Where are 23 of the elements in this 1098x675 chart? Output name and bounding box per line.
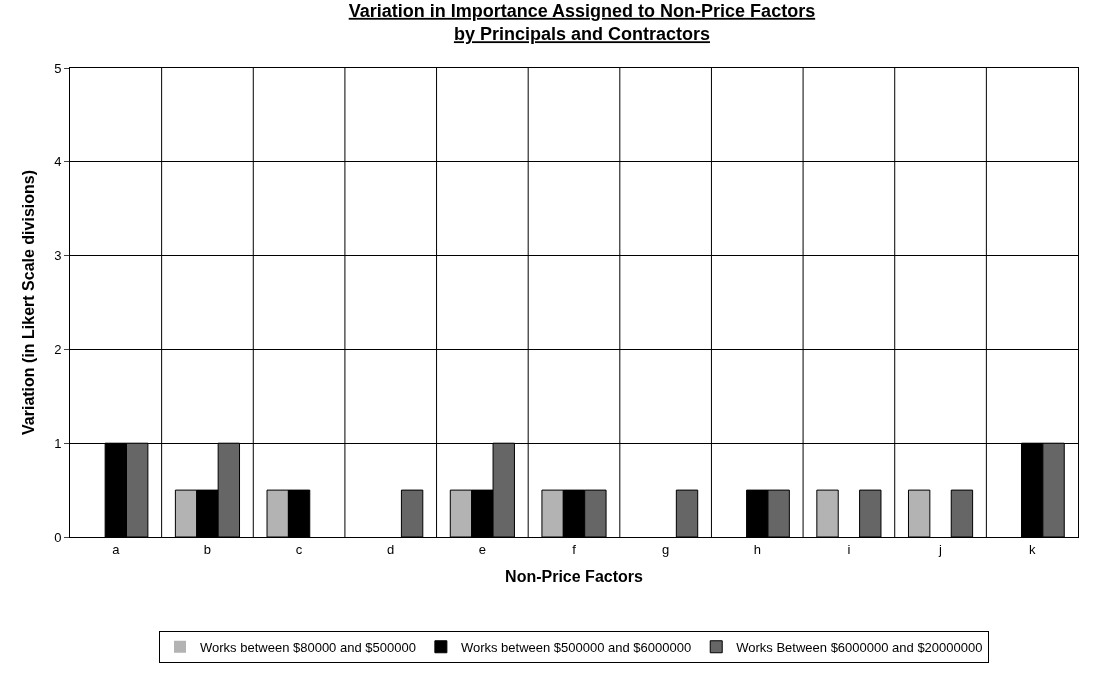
y-tick-label: 5 [54, 60, 62, 76]
x-tick-label: e [478, 541, 486, 557]
x-tick-label: h [753, 541, 761, 557]
x-tick-label: k [1028, 541, 1036, 557]
y-tick-label: 3 [54, 248, 62, 264]
legend-label: Works between $500000 and $6000000 [460, 639, 692, 655]
y-tick-label: 0 [54, 529, 62, 545]
x-tick-label: b [203, 541, 212, 557]
legend-label: Works Between $6000000 and $20000000 [736, 639, 983, 655]
x-tick-label: g [662, 541, 670, 557]
y-axis-title: Variation (in Likert Scale divisions) [20, 170, 38, 435]
legend-label: Works between $80000 and $500000 [200, 639, 416, 655]
x-tick-label: j [938, 541, 943, 557]
y-tick-label: 2 [54, 341, 62, 357]
y-tick-label: 4 [54, 154, 62, 170]
x-axis-title: Non-Price Factors [505, 568, 644, 586]
x-tick-label: i [847, 541, 851, 557]
y-tick-label: 1 [54, 435, 62, 451]
chart-title: Variation in Importance Assigned to Non-Price Factors by Principals and Contractors [348, 0, 816, 45]
x-tick-label: a [112, 541, 121, 557]
x-tick-label: f [572, 541, 577, 557]
x-tick-label: c [295, 541, 303, 557]
x-tick-label: d [387, 541, 395, 557]
